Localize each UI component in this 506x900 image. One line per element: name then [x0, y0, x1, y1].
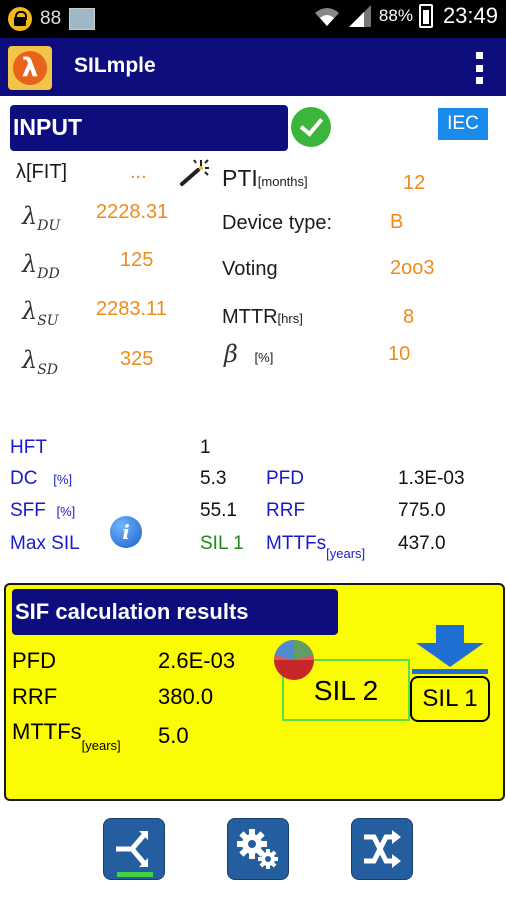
dc-value: 5.3 [200, 468, 227, 489]
battery-percent: 88% [378, 6, 413, 25]
sif-pfd-value: 2.6E-03 [158, 648, 236, 673]
app-logo[interactable]: λ [8, 46, 52, 90]
sif-rrf-label: RRF [12, 684, 58, 709]
mttr-value[interactable]: 8 [403, 306, 415, 328]
notification-count: 88 [40, 8, 62, 29]
sif-rrf-value: 380.0 [158, 684, 214, 709]
beta-label: β [%] [224, 340, 274, 368]
signal-icon [348, 5, 371, 27]
sif-pfd-label: PFD [12, 648, 56, 673]
battery-icon [418, 4, 433, 28]
clock: 23:49 [442, 3, 498, 28]
lambda-sd-label: λSD [22, 346, 59, 378]
device-type-label: Device type: [222, 212, 333, 234]
sif-sil-limited[interactable]: SIL 1 [410, 676, 490, 722]
magic-wand-icon[interactable] [178, 158, 210, 188]
lambda-dd-value[interactable]: 125 [120, 249, 154, 271]
settings-button[interactable] [227, 818, 289, 880]
voting-label: Voting [222, 258, 278, 280]
merge-icon [116, 831, 148, 867]
download-arrow-icon [412, 625, 488, 674]
overflow-menu-icon[interactable] [474, 52, 484, 84]
shuffle-icon [364, 830, 401, 868]
sif-mttfs-value: 5.0 [158, 723, 189, 748]
pfd-label: PFD [266, 468, 304, 489]
mttfs-label: MTTFs[years] [266, 533, 366, 561]
info-icon[interactable]: i [110, 516, 142, 548]
app-bar: λ SILmple [0, 38, 506, 96]
lambda-su-value[interactable]: 2283.11 [96, 298, 167, 320]
status-bar: 88 88% 23:49 [0, 0, 506, 38]
lambda-du-label: λDU [22, 202, 61, 234]
settings-gears-icon [237, 829, 278, 869]
lambda-fit-label: λ[FIT] [16, 161, 68, 183]
check-icon[interactable] [291, 107, 331, 147]
sif-sil-calculated[interactable]: SIL 2 [282, 659, 410, 721]
sff-value: 55.1 [200, 500, 237, 521]
pie-chart-icon[interactable] [272, 638, 316, 682]
hft-label: HFT [10, 437, 47, 458]
app-title: SILmple [74, 54, 156, 77]
mttfs-value: 437.0 [398, 533, 446, 554]
lambda-fit-value[interactable]: ... [130, 161, 147, 183]
lambda-su-label: λSU [22, 297, 59, 329]
sff-label: SFF [%] [10, 500, 76, 521]
sif-mttfs-label: MTTFs[years] [12, 719, 121, 753]
shuffle-button[interactable] [351, 818, 413, 880]
pti-label: PTI[months] [222, 165, 308, 191]
beta-value[interactable]: 10 [388, 343, 411, 365]
rrf-value: 775.0 [398, 500, 446, 521]
lambda-dd-label: λDD [22, 250, 60, 282]
lock-icon [8, 7, 32, 31]
wifi-icon [314, 8, 339, 26]
sif-results-header: SIF calculation results [12, 589, 338, 635]
input-section-header: INPUT [10, 105, 288, 151]
thumbnail-icon [69, 8, 96, 30]
iec-standard-button[interactable]: IEC [438, 108, 488, 140]
lambda-sd-value[interactable]: 325 [120, 348, 154, 370]
active-tab-indicator [117, 872, 153, 877]
lambda-du-value[interactable]: 2228.31 [96, 201, 169, 223]
mttr-label: MTTR[hrs] [222, 306, 303, 328]
pfd-value: 1.3E-03 [398, 468, 465, 489]
device-type-value[interactable]: B [390, 211, 404, 233]
hft-value: 1 [200, 437, 211, 458]
lambda-logo-icon: λ [13, 51, 47, 85]
max-sil-value: SIL 1 [200, 533, 244, 554]
dc-label: DC [%] [10, 468, 73, 489]
voting-value[interactable]: 2oo3 [390, 257, 435, 279]
max-sil-label: Max SIL [10, 533, 80, 554]
pti-value[interactable]: 12 [403, 172, 426, 194]
rrf-label: RRF [266, 500, 306, 521]
merge-button[interactable] [103, 818, 165, 880]
